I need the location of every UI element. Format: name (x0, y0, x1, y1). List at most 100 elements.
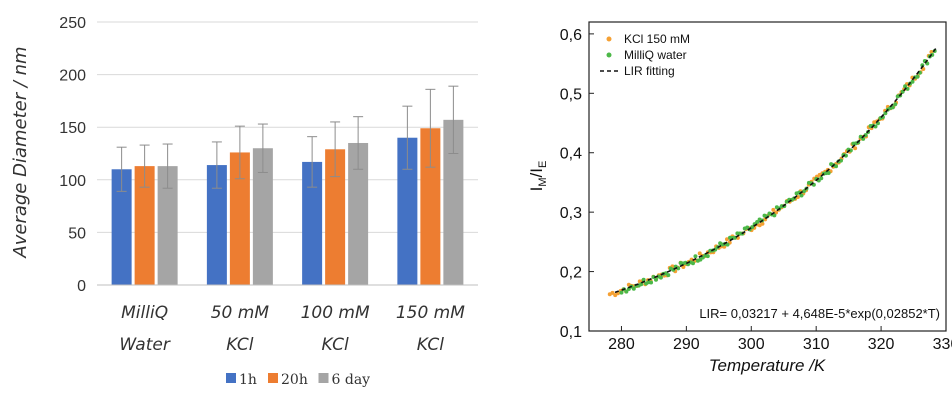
category-label: 150 mM (396, 303, 465, 323)
fit-curve (614, 47, 937, 294)
milliq-point (624, 289, 629, 294)
error-bar (307, 136, 318, 188)
bar (348, 142, 369, 285)
y-tick-label: 150 (59, 120, 86, 137)
milliq-point (639, 282, 644, 287)
category-labels: MilliQ Water 50 mM KCl 100 mM KCl 150 mM KCl (119, 303, 465, 355)
error-bar (139, 144, 150, 188)
bar (302, 161, 323, 285)
error-bar (257, 123, 268, 173)
y-axis-ticks: 0,1 0,2 0,3 0,4 0,5 0,6 (560, 27, 594, 341)
error-bars (116, 85, 459, 192)
legend: KCl 150 mM MilliQ water LIR fitting (600, 32, 690, 78)
milliq-point (658, 275, 663, 280)
x-tick-label: 300 (738, 336, 765, 353)
milliq-point (705, 254, 710, 259)
category-label: KCl (321, 335, 349, 355)
milliq-point (903, 84, 908, 89)
x-tick-label: 320 (868, 336, 895, 353)
y-axis-title: Average Diameter / nm (10, 46, 31, 258)
category-label: 100 mM (301, 303, 370, 323)
y-tick-label: 0,1 (560, 324, 582, 341)
plot-frame (588, 21, 947, 332)
milliq-point (826, 171, 831, 176)
milliq-point (631, 286, 636, 291)
legend-item: 6 day (318, 372, 371, 388)
error-bar (402, 105, 413, 170)
milliq-point (893, 102, 898, 107)
milliq-point (801, 189, 806, 194)
bar (134, 166, 155, 285)
y-tick-label: 0,3 (560, 205, 582, 222)
milliq-point (843, 153, 848, 158)
x-axis-title: Temperature /K (709, 356, 826, 375)
scatter-chart: 280 290 300 310 320 330 0,1 0,2 0,3 0,4 0,5 0,6 Te… (527, 21, 952, 375)
category-label: KCl (226, 335, 254, 355)
bar (252, 148, 273, 285)
bar (229, 152, 250, 285)
error-bar (425, 88, 436, 168)
error-bar (330, 121, 341, 178)
legend-item: KCl 150 mM (606, 32, 690, 46)
x-tick-label: 310 (803, 336, 830, 353)
y-tick-label: 250 (59, 15, 86, 32)
legend-item: 1h (226, 372, 257, 388)
milliq-point (890, 105, 895, 110)
legend-label: MilliQ water (624, 48, 687, 62)
milliq-point (653, 277, 658, 282)
milliq-point (799, 193, 804, 198)
y-axis-ticks: 0 50 100 150 200 250 (59, 15, 86, 295)
y-tick-label: 100 (59, 173, 86, 190)
legend-swatch (318, 373, 329, 383)
legend-label: 6 day (332, 372, 371, 388)
x-tick-label: 290 (673, 336, 700, 353)
y-tick-label: 0,2 (560, 265, 582, 282)
milliq-point (910, 79, 915, 84)
category-label: 50 mM (211, 303, 270, 323)
legend: 1h 20h 6 day (226, 372, 370, 388)
bar (157, 166, 178, 285)
milliq-point (690, 261, 695, 266)
x-tick-label: 280 (608, 336, 635, 353)
error-bar (116, 146, 127, 192)
milliq-point (755, 219, 760, 224)
milliq-point (834, 164, 839, 169)
error-bar (353, 116, 364, 170)
legend-item: 20h (268, 372, 308, 388)
bar (443, 119, 464, 285)
legend-item: MilliQ water (606, 48, 687, 62)
fit-equation-label: LIR= 0,03217 + 4,648E-5*exp(0,02852*T) (699, 306, 940, 321)
kcl-point (774, 210, 779, 215)
milliq-point (676, 266, 681, 271)
legend-item: LIR fitting (600, 64, 675, 78)
y-axis-title: IM/IE (527, 161, 549, 192)
bar (397, 137, 418, 285)
bars (111, 119, 464, 285)
legend-marker (606, 36, 612, 42)
legend-label: KCl 150 mM (624, 32, 690, 46)
milliq-point (848, 148, 853, 153)
bar-chart: 0 50 100 150 200 250 MilliQ Water 50 mM KCl 100 m… (10, 15, 478, 388)
category-label: KCl (417, 335, 445, 355)
x-axis-ticks: 280 290 300 310 320 330 (608, 326, 952, 353)
y-tick-label: 0,5 (560, 86, 582, 103)
x-tick-label: 330 (933, 336, 952, 353)
data-points (607, 48, 937, 298)
milliq-point (772, 213, 777, 218)
y-tick-label: 50 (68, 225, 86, 242)
y-tick-label: 0,4 (560, 146, 582, 163)
milliq-point (905, 86, 910, 91)
milliq-point (725, 242, 730, 247)
milliq-point (693, 254, 698, 259)
milliq-point (819, 176, 824, 181)
kcl-point (853, 146, 858, 151)
y-tick-label: 0 (77, 278, 86, 295)
legend-label: 1h (239, 372, 257, 388)
milliq-point (649, 280, 654, 285)
kcl-point (771, 207, 776, 212)
kcl-point (610, 290, 615, 295)
bar (206, 165, 227, 285)
milliq-point (838, 158, 843, 163)
kcl-point (697, 251, 702, 256)
